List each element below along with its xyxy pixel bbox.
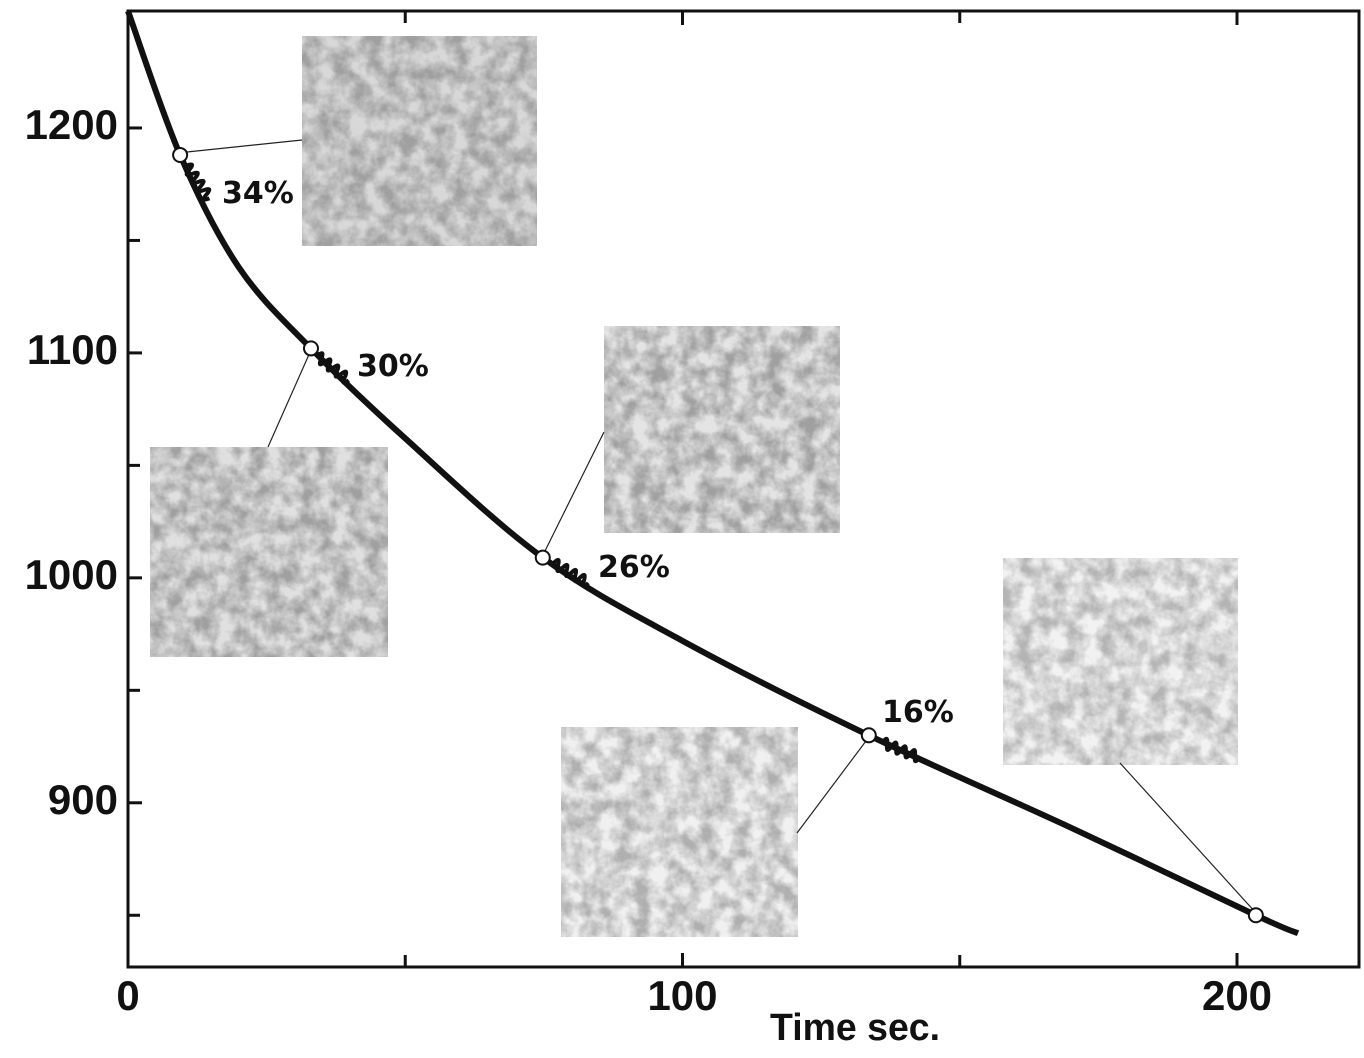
x-tick-label: 0 (116, 972, 139, 1019)
point-label: 34% (222, 176, 294, 211)
x-tick-label: 100 (647, 972, 717, 1019)
leader-line (1119, 762, 1257, 914)
y-tick-label: 1200 (25, 101, 118, 148)
micrograph-texture (604, 326, 840, 533)
leader-line (186, 139, 303, 153)
leader-line (796, 736, 870, 834)
point-label: 30% (357, 349, 429, 384)
micrograph-texture (1003, 558, 1238, 765)
leader-line (542, 431, 605, 556)
y-tick-label: 900 (48, 776, 118, 823)
sample-point (534, 549, 551, 566)
deformation-mark (552, 557, 590, 589)
micrograph-texture (302, 36, 537, 246)
leader-lines (186, 139, 1257, 914)
micrographs (150, 36, 1238, 937)
x-tick-label: 200 (1202, 972, 1272, 1019)
sample-point (302, 340, 319, 357)
sample-point (1247, 907, 1264, 924)
x-axis-label: Time sec. (770, 1007, 940, 1049)
y-tick-label: 1000 (25, 551, 118, 598)
point-label: 16% (882, 695, 954, 730)
sample-point (172, 146, 189, 163)
micrograph-texture (561, 727, 798, 937)
deformation-mark (316, 351, 350, 385)
point-label: 26% (598, 550, 670, 585)
deformation-mark (184, 162, 212, 202)
micrograph-texture (150, 447, 388, 657)
sample-point (860, 727, 877, 744)
deformation-mark (880, 736, 922, 764)
leader-line (267, 349, 312, 448)
cooling-curve (125, 9, 1300, 937)
plot-frame (126, 9, 1361, 969)
y-tick-label: 1100 (27, 326, 118, 373)
